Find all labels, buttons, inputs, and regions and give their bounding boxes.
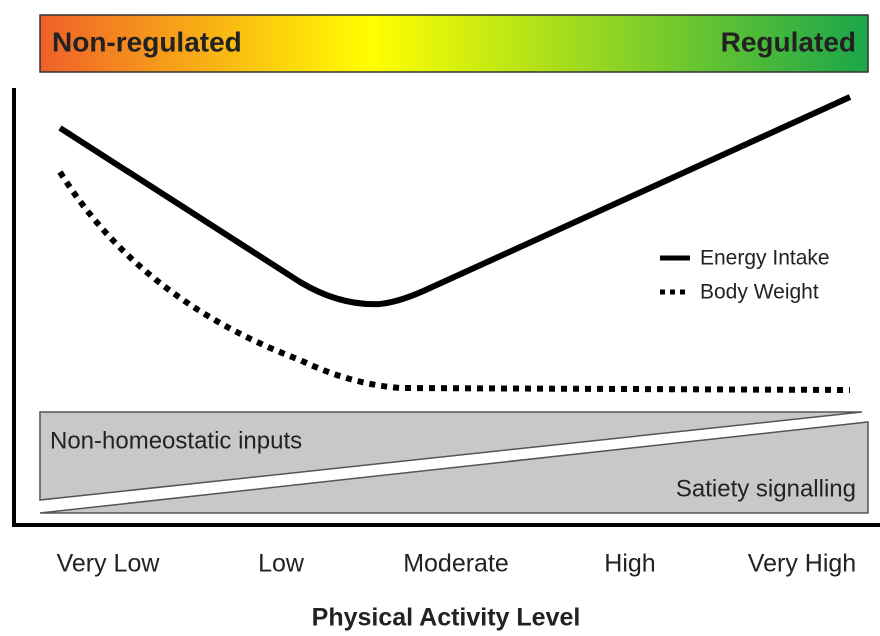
lower-panel-label: Satiety signalling (676, 475, 856, 502)
regulation-bar (39, 14, 869, 73)
x-category: High (604, 550, 655, 578)
energy-intake-curve (58, 94, 852, 308)
x-category: Very High (748, 550, 856, 578)
lower-panel (39, 421, 869, 514)
legend-label: Body Weight (700, 281, 819, 304)
header-right: Regulated (721, 26, 856, 57)
x-category: Low (258, 550, 305, 578)
header-left: Non-regulated (52, 26, 242, 57)
upper-panel-label: Non-homeostatic inputs (50, 427, 302, 454)
legend-label: Energy Intake (700, 247, 830, 270)
body-weight-curve (57, 170, 851, 393)
upper-panel (39, 411, 863, 501)
x-category: Moderate (403, 550, 509, 578)
x-axis-title: Physical Activity Level (312, 604, 581, 632)
x-category: Very Low (57, 550, 161, 578)
